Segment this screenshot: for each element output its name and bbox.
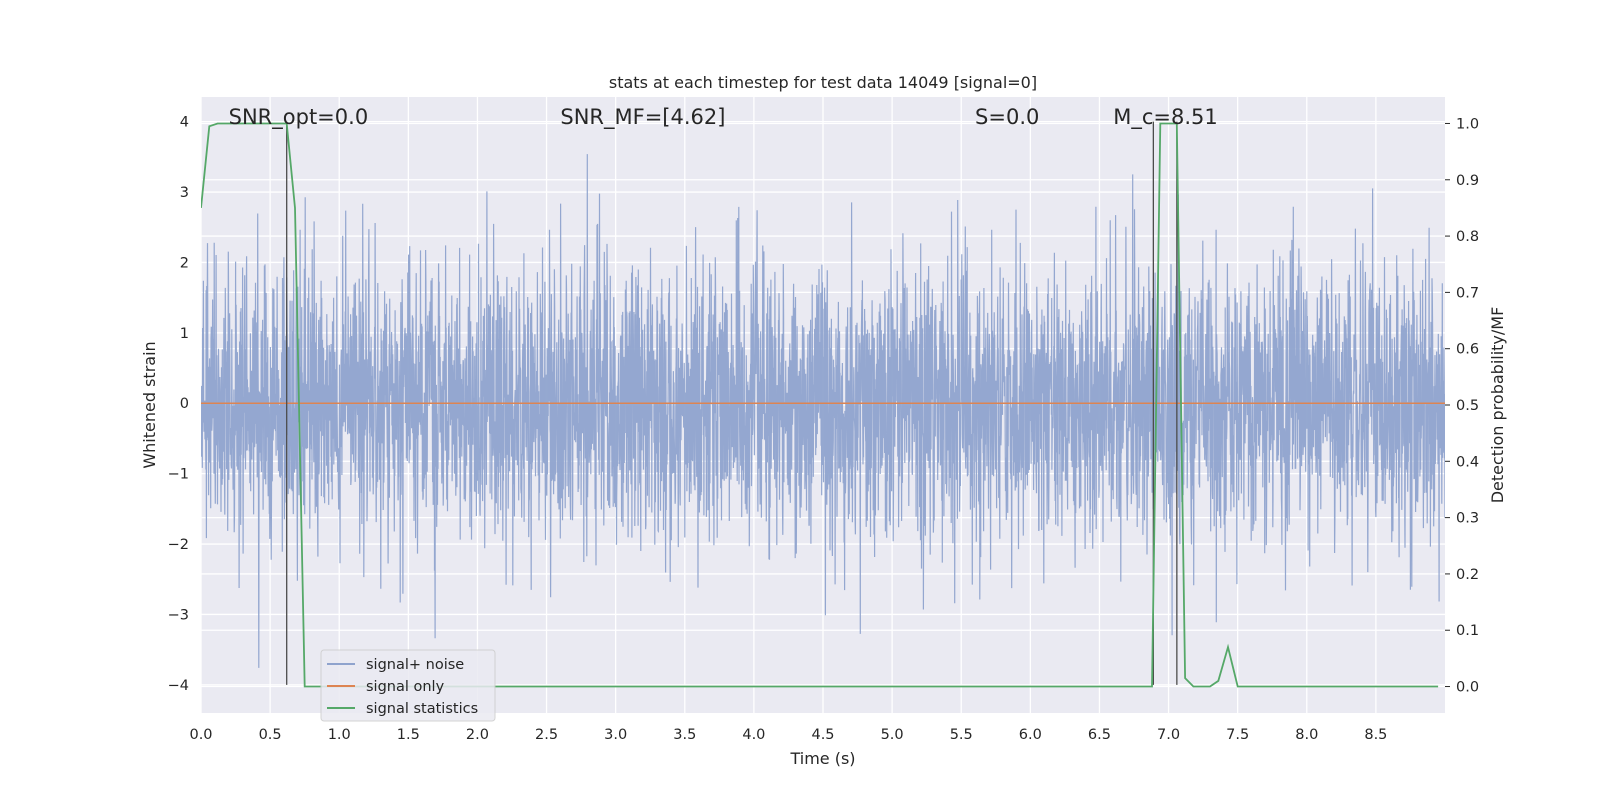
right-y-axis-label: Detection probability/MF — [1488, 307, 1507, 504]
series-group — [201, 121, 1445, 688]
x-tick-label: 5.0 — [881, 727, 904, 743]
y-tick-labels: −4 −3 −2 −1 0 1 2 3 4 — [168, 115, 189, 694]
x-tick-label: 4.5 — [811, 727, 834, 743]
x-tick-label: 2.0 — [466, 727, 489, 743]
y-tick-label: −3 — [168, 607, 189, 623]
x-tick-label: 3.0 — [604, 727, 627, 743]
x-tick-label: 4.0 — [742, 727, 765, 743]
y-tick-label: 0 — [180, 396, 189, 412]
x-tick-label: 8.5 — [1364, 727, 1387, 743]
x-tick-label: 0.5 — [259, 727, 282, 743]
legend-label: signal+ noise — [366, 657, 464, 673]
y-axis-label: Whitened strain — [140, 341, 159, 468]
legend-box — [320, 649, 496, 722]
x-tick-label: 5.5 — [950, 727, 973, 743]
right-y-tick-label: 0.4 — [1456, 454, 1479, 470]
annotations: SNR_opt=0.0 SNR_MF=[4.62] S=0.0 M_c=8.51 — [229, 105, 1218, 130]
right-y-tick-label: 0.3 — [1456, 511, 1479, 527]
right-y-tick-label: 1.0 — [1456, 116, 1479, 132]
y-tick-label: 3 — [180, 185, 189, 201]
x-tick-label: 6.0 — [1019, 727, 1042, 743]
x-tick-label: 1.0 — [328, 727, 351, 743]
right-y-tick-label: 0.9 — [1456, 173, 1479, 189]
y-tick-label: −2 — [168, 537, 189, 553]
x-tick-label: 6.5 — [1088, 727, 1111, 743]
annotation-text: SNR_MF=[4.62] — [560, 105, 725, 130]
right-y-tick-label: 0.1 — [1456, 623, 1479, 639]
right-y-tick-label: 0.0 — [1456, 680, 1479, 696]
y-tick-label: −1 — [168, 467, 189, 483]
right-y-tick-label: 0.2 — [1456, 567, 1479, 583]
right-y-tick-label: 0.6 — [1456, 342, 1479, 358]
series-signal-statistics — [201, 122, 1439, 688]
series-signal-noise — [201, 154, 1445, 668]
annotation-text: M_c=8.51 — [1113, 105, 1218, 130]
x-axis-label: Time (s) — [789, 749, 855, 768]
right-y-tick-label: 0.5 — [1456, 398, 1479, 414]
x-tick-label: 1.5 — [397, 727, 420, 743]
right-y-tick-label: 0.8 — [1456, 229, 1479, 245]
x-tick-label: 8.0 — [1295, 727, 1318, 743]
legend: signal+ noise signal only signal statistic… — [320, 649, 496, 722]
legend-label: signal statistics — [366, 701, 478, 717]
y-tick-label: −4 — [168, 678, 189, 694]
x-tick-labels: 0.0 0.5 1.0 1.5 2.0 2.5 3.0 3.5 4.0 4.5 5.0 5.5 6.0 6… — [189, 727, 1387, 743]
x-tick-label: 7.5 — [1226, 727, 1249, 743]
x-tick-label: 2.5 — [535, 727, 558, 743]
right-y-tick-labels: 0.0 0.1 0.2 0.3 0.4 0.5 0.6 0.7 0.8 0.9 1.0 — [1445, 116, 1479, 696]
annotation-text: S=0.0 — [975, 105, 1039, 129]
x-tick-label: 3.5 — [673, 727, 696, 743]
annotation-text: SNR_opt=0.0 — [229, 105, 369, 130]
chart-title: stats at each timestep for test data 140… — [609, 73, 1037, 92]
x-tick-label: 7.0 — [1157, 727, 1180, 743]
x-tick-label: 0.0 — [189, 727, 212, 743]
y-tick-label: 1 — [180, 326, 189, 342]
y-tick-label: 2 — [180, 255, 189, 271]
legend-label: signal only — [366, 679, 445, 695]
y-tick-label: 4 — [180, 115, 189, 131]
right-y-tick-label: 0.7 — [1456, 285, 1479, 301]
